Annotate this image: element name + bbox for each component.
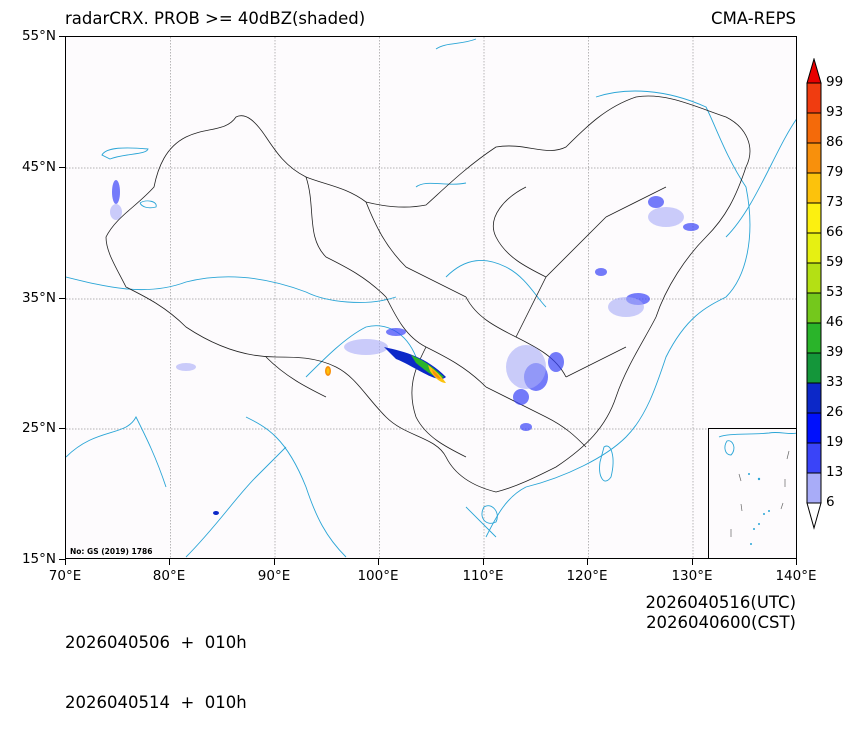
- valid-time-utc: 2026040516(UTC): [645, 593, 796, 612]
- lat-tick-45: 45°N: [21, 159, 56, 175]
- lat-tick-25: 25°N: [21, 420, 56, 436]
- gridlines: [66, 37, 796, 558]
- tick-mark: [59, 36, 65, 37]
- lon-tick-90: 90°E: [257, 568, 291, 584]
- lon-tick-120: 120°E: [566, 568, 608, 584]
- colorbar-label: 93: [826, 104, 844, 120]
- colorbar-label: 6: [826, 494, 835, 510]
- colorbar-label: 19: [826, 434, 844, 450]
- colorbar-label: 33: [826, 374, 844, 390]
- colorbar-graphic: [806, 58, 822, 530]
- init-time-cst: 2026040514 + 010h: [65, 693, 247, 712]
- lon-tick-80: 80°E: [152, 568, 186, 584]
- map-plot-area[interactable]: No: GS (2019) 1786: [65, 36, 797, 559]
- map-canvas: [66, 37, 796, 558]
- lat-tick-15: 15°N: [21, 551, 56, 567]
- model-name: CMA-REPS: [711, 9, 796, 28]
- coastlines: [66, 38, 796, 558]
- init-time-utc: 2026040506 + 010h: [65, 633, 247, 652]
- colorbar-label: 46: [826, 314, 844, 330]
- valid-time-block: 2026040516(UTC) 2026040600(CST): [645, 593, 796, 633]
- tick-mark: [59, 559, 65, 560]
- colorbar-label: 79: [826, 164, 844, 180]
- colorbar-label: 99: [826, 74, 844, 90]
- init-time-block: 2026040506 + 010h 2026040514 + 010h: [65, 593, 247, 733]
- lon-tick-110: 110°E: [462, 568, 504, 584]
- lon-tick-140: 140°E: [775, 568, 817, 584]
- colorbar-label: 13: [826, 464, 844, 480]
- tick-mark: [59, 298, 65, 299]
- lon-tick-130: 130°E: [671, 568, 713, 584]
- tick-mark: [692, 559, 693, 565]
- lat-tick-55: 55°N: [21, 28, 56, 44]
- tick-mark: [274, 559, 275, 565]
- tick-mark: [587, 559, 588, 565]
- tick-mark: [59, 428, 65, 429]
- valid-time-cst: 2026040600(CST): [646, 613, 796, 632]
- tick-mark: [169, 559, 170, 565]
- tick-mark: [483, 559, 484, 565]
- colorbar-label: 73: [826, 194, 844, 210]
- tick-mark: [65, 559, 66, 565]
- tick-mark: [378, 559, 379, 565]
- probability-shading: [110, 180, 699, 515]
- map-credit: No: GS (2019) 1786: [70, 547, 153, 556]
- south-china-sea-inset: [708, 428, 796, 558]
- lat-tick-35: 35°N: [21, 290, 56, 306]
- colorbar-label: 66: [826, 224, 844, 240]
- borders: [105, 95, 751, 493]
- colorbar-label: 59: [826, 254, 844, 270]
- colorbar-label: 86: [826, 134, 844, 150]
- colorbar-label: 39: [826, 344, 844, 360]
- lon-tick-100: 100°E: [357, 568, 399, 584]
- colorbar-label: 26: [826, 404, 844, 420]
- tick-mark: [796, 559, 797, 565]
- colorbar-label: 53: [826, 284, 844, 300]
- tick-mark: [59, 167, 65, 168]
- lon-tick-70: 70°E: [48, 568, 82, 584]
- map-title: radarCRX. PROB >= 40dBZ(shaded): [65, 9, 366, 28]
- inset-canvas: [718, 431, 796, 545]
